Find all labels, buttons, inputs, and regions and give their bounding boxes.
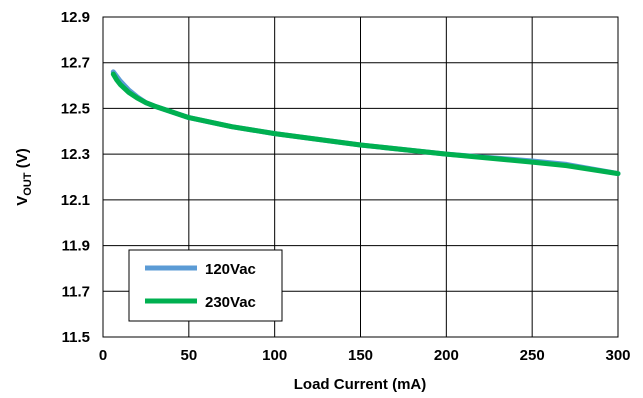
y-tick-label: 12.1 xyxy=(61,192,90,209)
y-tick-label: 12.5 xyxy=(61,100,90,117)
x-axis-title: Load Current (mA) xyxy=(294,376,427,393)
legend-box xyxy=(128,249,283,322)
y-tick-label: 11.9 xyxy=(62,238,90,255)
y-tick-label: 11.7 xyxy=(62,283,90,300)
y-axis-title-unit: (V) xyxy=(14,148,31,172)
x-tick-label: 100 xyxy=(262,347,287,364)
legend: 120Vac 230Vac xyxy=(128,249,283,322)
y-tick-label: 12.7 xyxy=(61,55,90,72)
legend-label-230vac: 230Vac xyxy=(205,294,256,311)
y-axis-title-subscript: OUT xyxy=(22,172,34,196)
x-tick-label: 50 xyxy=(180,347,197,364)
y-tick-labels: 11.5 11.7 11.9 12.1 12.3 12.5 12.7 12.9 xyxy=(61,9,90,346)
y-axis-title: VOUT (V) xyxy=(14,148,34,205)
x-tick-label: 200 xyxy=(434,347,459,364)
legend-label-120vac: 120Vac xyxy=(205,261,256,278)
x-tick-label: 300 xyxy=(605,347,630,364)
x-tick-labels: 0 50 100 150 200 250 300 xyxy=(99,347,631,364)
y-tick-label: 11.5 xyxy=(62,329,90,346)
series-lines xyxy=(110,69,621,177)
x-tick-label: 0 xyxy=(99,347,107,364)
x-tick-label: 150 xyxy=(348,347,373,364)
y-axis-title-main: V xyxy=(14,196,31,206)
x-tick-label: 250 xyxy=(520,347,545,364)
y-tick-label: 12.3 xyxy=(61,146,90,163)
series-line-230vac xyxy=(110,71,621,177)
y-tick-label: 12.9 xyxy=(61,9,90,26)
